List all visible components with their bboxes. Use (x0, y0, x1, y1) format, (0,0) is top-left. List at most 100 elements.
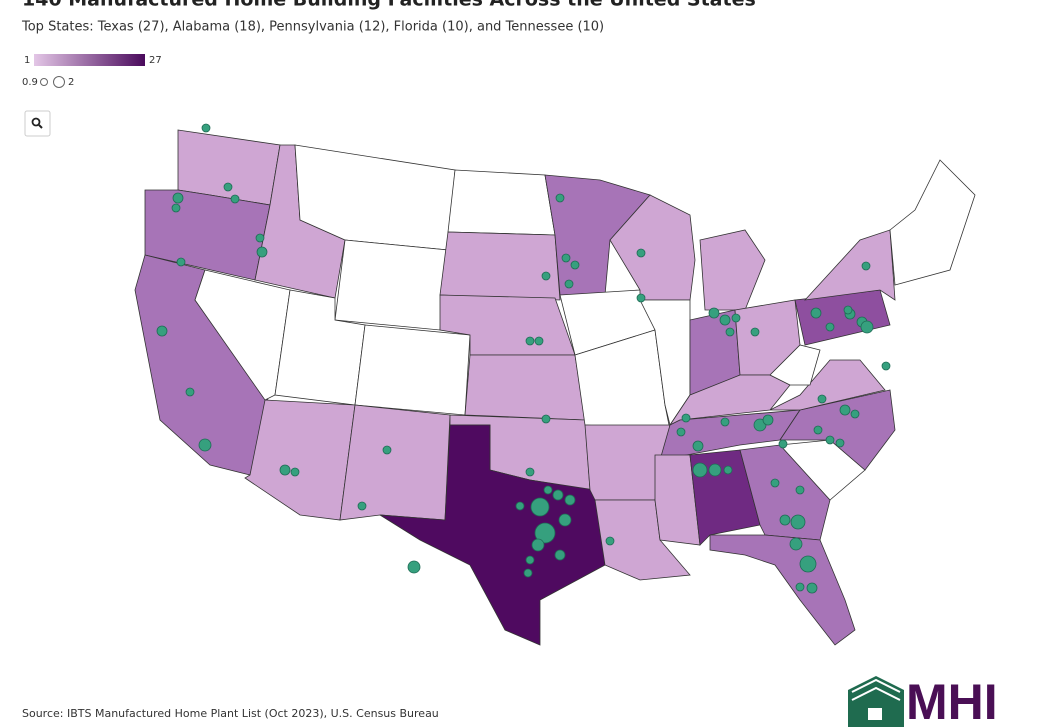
facility-dot[interactable] (789, 537, 803, 551)
facility-dot[interactable] (543, 485, 553, 495)
state[interactable] (889, 159, 976, 286)
facility-dot[interactable] (810, 307, 822, 319)
facility-dot[interactable] (799, 555, 817, 573)
facility-dot[interactable] (795, 485, 805, 495)
facility-dot[interactable] (564, 279, 574, 289)
facility-dot[interactable] (171, 203, 181, 213)
facility-dot[interactable] (779, 514, 791, 526)
facility-dot[interactable] (825, 322, 835, 332)
facility-dot[interactable] (525, 555, 535, 565)
facility-dot[interactable] (564, 494, 576, 506)
state[interactable] (574, 329, 671, 431)
facility-dot[interactable] (530, 497, 550, 517)
state[interactable] (654, 454, 701, 546)
facility-dot[interactable] (201, 123, 211, 133)
facility-dot[interactable] (636, 248, 646, 258)
facility-dot[interactable] (541, 271, 551, 281)
facility-dot[interactable] (806, 582, 818, 594)
state[interactable] (709, 534, 856, 646)
state[interactable] (194, 269, 291, 401)
facility-dot[interactable] (708, 307, 720, 319)
facility-dot[interactable] (843, 305, 853, 315)
facility-dot[interactable] (290, 467, 300, 477)
facility-dot[interactable] (172, 192, 184, 204)
state[interactable] (447, 169, 556, 236)
facility-dot[interactable] (515, 501, 525, 511)
zoom-button[interactable] (24, 110, 51, 137)
state[interactable] (439, 231, 561, 301)
state[interactable] (609, 194, 696, 301)
state[interactable] (699, 229, 766, 311)
legend-max: 27 (149, 55, 162, 66)
facility-dot[interactable] (554, 549, 566, 561)
facility-dot[interactable] (156, 325, 168, 337)
facility-dot[interactable] (552, 489, 564, 501)
facilities (156, 123, 891, 594)
facility-dot[interactable] (176, 257, 186, 267)
facility-dot[interactable] (534, 336, 544, 346)
facility-dot[interactable] (525, 336, 535, 346)
facility-dot[interactable] (534, 522, 556, 544)
facility-dot[interactable] (185, 387, 195, 397)
state[interactable] (354, 324, 471, 416)
facility-dot[interactable] (223, 182, 233, 192)
facility-dot[interactable] (692, 440, 704, 452)
facility-dot[interactable] (790, 514, 806, 530)
facility-dot[interactable] (681, 413, 691, 423)
facility-dot[interactable] (839, 404, 851, 416)
facility-dot[interactable] (570, 260, 580, 270)
facility-dot[interactable] (723, 465, 733, 475)
facility-dot[interactable] (525, 467, 535, 477)
state[interactable] (769, 344, 821, 386)
facility-dot[interactable] (850, 409, 860, 419)
facility-dot[interactable] (881, 361, 891, 371)
facility-dot[interactable] (825, 435, 835, 445)
facility-dot[interactable] (382, 445, 392, 455)
facility-dot[interactable] (523, 568, 533, 578)
color-ramp (34, 54, 145, 66)
facility-dot[interactable] (558, 513, 572, 527)
state[interactable] (769, 359, 886, 411)
state[interactable] (334, 239, 449, 331)
facility-dot[interactable] (835, 438, 845, 448)
facility-dot[interactable] (731, 313, 741, 323)
facility-dot[interactable] (860, 320, 874, 334)
facility-dot[interactable] (531, 538, 545, 552)
facility-dot[interactable] (861, 261, 871, 271)
facility-dot[interactable] (279, 464, 291, 476)
facility-dot[interactable] (676, 427, 686, 437)
size-swatch-small (40, 78, 48, 86)
facility-dot[interactable] (762, 414, 774, 426)
facility-dot[interactable] (692, 462, 708, 478)
state[interactable] (464, 354, 586, 421)
facility-dot[interactable] (795, 582, 805, 592)
facility-dot[interactable] (750, 327, 760, 337)
facility-dot[interactable] (357, 501, 367, 511)
facility-dot[interactable] (255, 233, 265, 243)
facility-dot[interactable] (541, 414, 551, 424)
facility-dot[interactable] (708, 463, 722, 477)
facility-dot[interactable] (720, 417, 730, 427)
facility-dot[interactable] (813, 425, 823, 435)
facility-dot[interactable] (719, 314, 731, 326)
state[interactable] (379, 424, 606, 646)
facility-dot[interactable] (605, 536, 615, 546)
facility-dot[interactable] (198, 438, 212, 452)
state[interactable] (803, 229, 896, 301)
facility-dot[interactable] (230, 194, 240, 204)
facility-dot[interactable] (770, 478, 780, 488)
facility-dot[interactable] (256, 246, 268, 258)
facility-dot[interactable] (778, 439, 788, 449)
facility-dot[interactable] (407, 560, 421, 574)
logo-text: MHI (906, 674, 998, 727)
state[interactable] (244, 399, 356, 521)
facility-dot[interactable] (555, 193, 565, 203)
state[interactable] (689, 449, 761, 546)
size-legend-max: 2 (68, 77, 74, 88)
facility-dot[interactable] (636, 293, 646, 303)
facility-dot[interactable] (817, 394, 827, 404)
facility-dot[interactable] (725, 327, 735, 337)
facility-dot[interactable] (561, 253, 571, 263)
state[interactable] (339, 404, 451, 521)
